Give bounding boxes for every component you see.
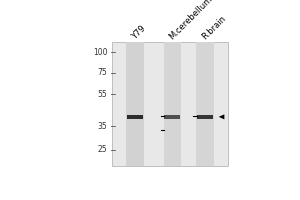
Text: 25: 25	[98, 145, 107, 154]
Bar	[196, 42, 214, 166]
Text: M.cerebellum: M.cerebellum	[167, 0, 214, 41]
Bar	[127, 115, 143, 119]
Text: R.brain: R.brain	[200, 13, 227, 41]
Bar	[164, 115, 180, 119]
Text: 35: 35	[98, 122, 107, 131]
Polygon shape	[219, 114, 224, 119]
Bar	[112, 42, 228, 166]
Text: Y79: Y79	[130, 24, 147, 41]
Text: 75: 75	[98, 68, 107, 77]
Bar	[164, 42, 181, 166]
Text: 55: 55	[98, 90, 107, 99]
Text: 100: 100	[93, 48, 107, 57]
Bar	[126, 42, 144, 166]
Bar	[197, 115, 213, 119]
